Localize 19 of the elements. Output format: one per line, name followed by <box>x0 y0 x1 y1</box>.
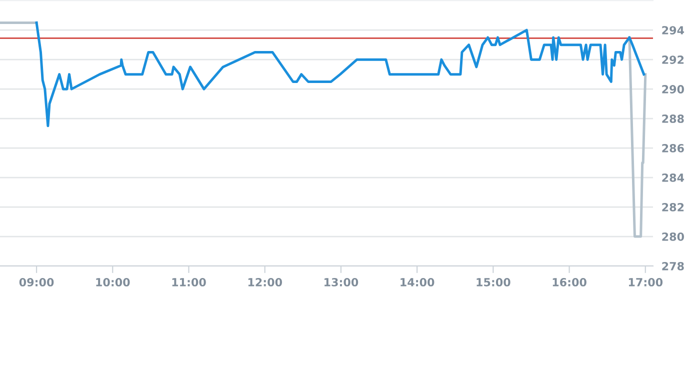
y-tick-label: 286 <box>662 144 684 152</box>
x-tick-label: 14:00 <box>400 278 434 286</box>
y-tick-label: 294 <box>662 26 684 34</box>
x-tick-label: 17:00 <box>628 278 663 286</box>
x-tick-label: 09:00 <box>19 278 54 286</box>
x-tick-label: 10:00 <box>96 278 130 286</box>
y-tick-label: 292 <box>662 56 684 64</box>
y-tick-label: 288 <box>662 114 684 123</box>
y-tick-label: 282 <box>662 202 684 212</box>
y-tick-label: 284 <box>662 174 684 182</box>
y-tick-label: 280 <box>662 232 684 241</box>
x-tick-label: 11:00 <box>172 278 206 286</box>
x-tick-label: 15:00 <box>476 278 510 286</box>
line-series <box>35 21 646 128</box>
x-tick-label: 12:00 <box>248 278 282 286</box>
y-tick-label: 278 <box>662 262 684 270</box>
x-tick-label: 16:00 <box>552 278 586 286</box>
x-tick-label: 13:00 <box>324 278 358 286</box>
y-tick-label: 290 <box>662 85 684 94</box>
